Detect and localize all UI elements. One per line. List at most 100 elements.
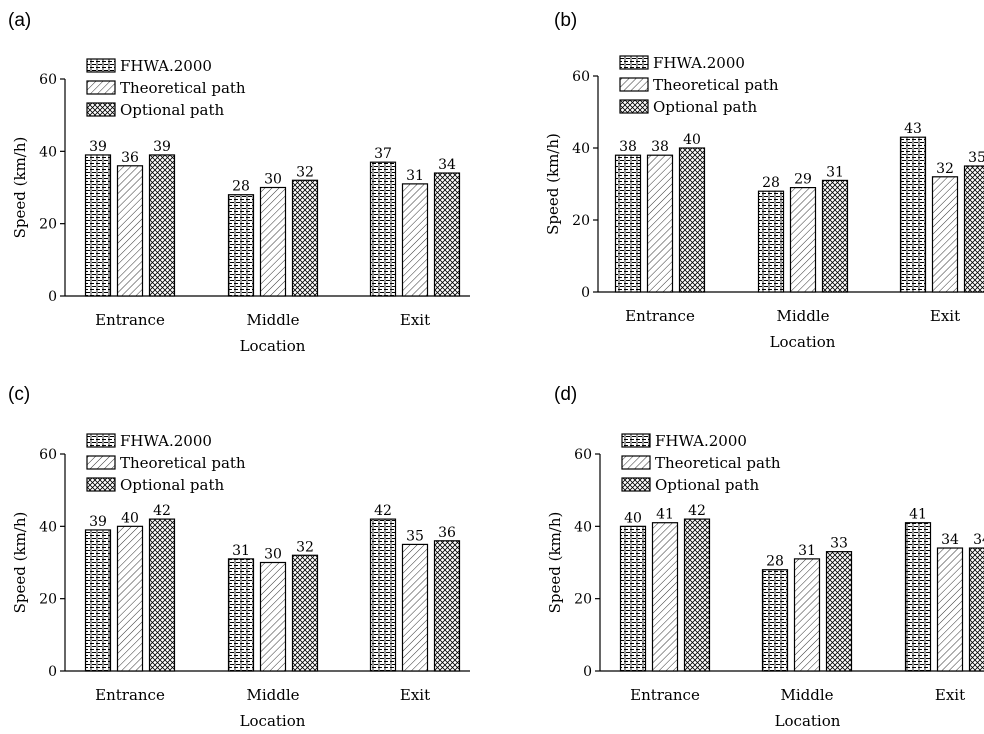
x-axis-title: Location — [240, 712, 306, 730]
data-label: 38 — [619, 139, 637, 155]
bar-optional-entrance — [150, 155, 175, 296]
chart-panel-3: (c) 0 20 40 60 Speed (km/h) Entrance 39 40 42 Midd… — [8, 384, 470, 730]
bar-optional-middle — [293, 180, 318, 296]
data-label: 36 — [121, 150, 139, 166]
legend-label-optional: Optional path — [655, 476, 759, 494]
data-label: 34 — [438, 157, 456, 173]
bar-optional-middle — [293, 555, 318, 671]
x-tick-label: Entrance — [625, 307, 695, 325]
data-label: 39 — [89, 139, 107, 155]
data-label: 30 — [264, 547, 282, 563]
data-label: 42 — [688, 503, 706, 519]
y-tick-label: 60 — [572, 69, 590, 85]
bar-optional-middle — [827, 552, 852, 671]
data-label: 31 — [798, 543, 816, 559]
bar-theoretical-exit — [933, 177, 958, 292]
legend-swatch-optional — [87, 103, 115, 116]
bar-fhwa-exit — [901, 137, 926, 292]
x-tick-label: Exit — [935, 686, 965, 704]
data-label: 28 — [766, 554, 784, 570]
bar-theoretical-entrance — [653, 523, 678, 671]
data-label: 35 — [968, 150, 984, 166]
y-tick-label: 20 — [39, 592, 57, 608]
y-tick-label: 40 — [39, 519, 57, 535]
data-label: 34 — [941, 532, 959, 548]
bar-optional-entrance — [685, 519, 710, 671]
data-label: 42 — [374, 503, 392, 519]
x-tick-label: Exit — [400, 311, 430, 329]
y-tick-label: 40 — [572, 141, 590, 157]
data-label: 32 — [296, 164, 314, 180]
y-tick-label: 0 — [581, 285, 590, 301]
legend-swatch-theoretical — [622, 456, 650, 469]
data-label: 32 — [296, 539, 314, 555]
x-tick-label: Exit — [930, 307, 960, 325]
y-tick-label: 20 — [572, 213, 590, 229]
y-tick-label: 0 — [583, 664, 592, 680]
bar-fhwa-middle — [759, 191, 784, 292]
data-label: 36 — [438, 525, 456, 541]
data-label: 41 — [656, 507, 674, 523]
y-tick-label: 20 — [39, 217, 57, 233]
legend-swatch-fhwa — [87, 434, 115, 447]
bar-fhwa-entrance — [616, 155, 641, 292]
legend-label-theoretical: Theoretical path — [655, 454, 781, 472]
bar-optional-middle — [823, 180, 848, 292]
legend-swatch-optional — [620, 100, 648, 113]
x-tick-label: Middle — [776, 307, 829, 325]
bar-theoretical-entrance — [118, 166, 143, 296]
data-label: 31 — [232, 543, 250, 559]
bar-fhwa-entrance — [621, 526, 646, 671]
chart-panel-4: (d) 0 20 40 60 Speed (km/h) Entrance 40 41 42 Midd… — [546, 384, 984, 730]
bar-fhwa-middle — [763, 570, 788, 671]
y-tick-label: 0 — [48, 289, 57, 305]
y-tick-label: 60 — [39, 72, 57, 88]
bar-fhwa-entrance — [86, 530, 111, 671]
y-tick-label: 20 — [574, 592, 592, 608]
data-label: 28 — [232, 179, 250, 195]
legend-swatch-fhwa — [622, 434, 650, 447]
legend-swatch-theoretical — [620, 78, 648, 91]
legend-label-optional: Optional path — [120, 476, 224, 494]
chart-panel-1: (a) 0 20 40 60 Speed (km/h) Entrance 39 36 39 Midd… — [8, 10, 470, 355]
data-label: 38 — [651, 139, 669, 155]
data-label: 37 — [374, 146, 392, 162]
bar-optional-exit — [435, 173, 460, 296]
data-label: 41 — [909, 507, 927, 523]
data-label: 35 — [406, 528, 424, 544]
x-axis-title: Location — [775, 712, 841, 730]
bar-fhwa-exit — [371, 162, 396, 296]
y-axis-title: Speed (km/h) — [11, 137, 29, 239]
bar-fhwa-exit — [371, 519, 396, 671]
bar-theoretical-middle — [261, 188, 286, 297]
chart-panel-2: (b) 0 20 40 60 Speed (km/h) Entrance 38 38 40 Midd… — [544, 10, 984, 351]
legend-label-fhwa: FHWA.2000 — [120, 432, 212, 450]
x-axis-title: Location — [240, 337, 306, 355]
legend-swatch-optional — [87, 478, 115, 491]
x-tick-label: Entrance — [630, 686, 700, 704]
data-label: 42 — [153, 503, 171, 519]
data-label: 39 — [153, 139, 171, 155]
legend-label-fhwa: FHWA.2000 — [653, 54, 745, 72]
data-label: 31 — [406, 168, 424, 184]
data-label: 40 — [683, 132, 701, 148]
legend-label-optional: Optional path — [653, 98, 757, 116]
legend-label-theoretical: Theoretical path — [120, 454, 246, 472]
legend-swatch-theoretical — [87, 456, 115, 469]
bar-fhwa-middle — [229, 195, 254, 296]
legend-swatch-fhwa — [87, 59, 115, 72]
bar-optional-entrance — [150, 519, 175, 671]
data-label: 33 — [830, 536, 848, 552]
legend-swatch-fhwa — [620, 56, 648, 69]
data-label: 39 — [89, 514, 107, 530]
bar-fhwa-middle — [229, 559, 254, 671]
panel-label: (c) — [8, 384, 30, 405]
y-axis-title: Speed (km/h) — [546, 512, 564, 614]
bar-optional-exit — [435, 541, 460, 671]
y-tick-label: 40 — [39, 144, 57, 160]
x-tick-label: Middle — [780, 686, 833, 704]
legend-label-fhwa: FHWA.2000 — [655, 432, 747, 450]
bar-fhwa-exit — [906, 523, 931, 671]
bar-theoretical-exit — [403, 544, 428, 671]
